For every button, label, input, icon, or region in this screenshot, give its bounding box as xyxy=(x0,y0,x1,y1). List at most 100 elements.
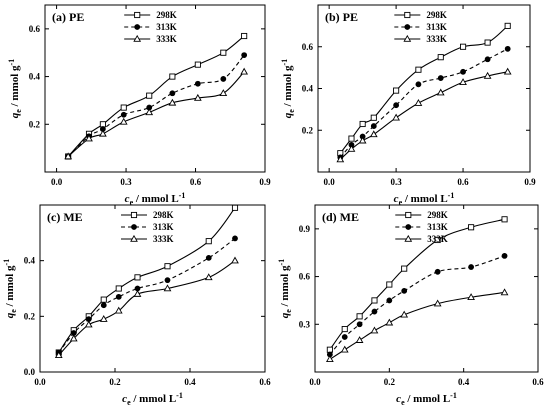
legend-label: 333K xyxy=(426,34,447,44)
legend-marker xyxy=(404,24,411,30)
series-333K xyxy=(336,67,512,163)
chart-panel-0: 0.0 0.3 0.6 0.90.20.40.6ce / mmol L-1qe / m… xyxy=(7,4,271,207)
y-axis-label-symbol: q xyxy=(4,312,16,318)
data-point xyxy=(484,39,491,46)
plot-frame xyxy=(44,4,266,173)
data-point xyxy=(219,89,228,97)
data-point xyxy=(386,297,393,304)
y-axis-label-subscript: e xyxy=(284,309,293,313)
x-axis-label-symbol: c xyxy=(125,193,130,205)
y-tick-label: 0.6 xyxy=(29,24,41,34)
data-point xyxy=(356,321,363,328)
data-point xyxy=(146,92,153,99)
chart-panel-3: 0.0 0.2 0.4 0.60.30.60.9ce / mmol L-1qe / m… xyxy=(277,204,544,407)
x-axis-label-subscript: e xyxy=(127,398,131,407)
series-line xyxy=(339,48,508,158)
panel-title: (b) PE xyxy=(325,10,358,24)
data-point xyxy=(460,68,466,75)
legend-label: 333K xyxy=(427,234,448,244)
data-point xyxy=(386,281,393,288)
data-point xyxy=(240,67,249,75)
series-line xyxy=(339,71,508,160)
data-point xyxy=(401,265,408,272)
y-tick-label: 0.4 xyxy=(24,256,36,266)
data-point xyxy=(371,308,378,315)
legend: 298K 313K 333K xyxy=(124,10,177,44)
data-point xyxy=(385,318,394,326)
data-point xyxy=(115,285,122,292)
legend-marker xyxy=(405,211,412,219)
data-point xyxy=(163,284,172,292)
data-point xyxy=(500,288,509,296)
series-313K xyxy=(326,252,508,358)
series-line xyxy=(339,25,509,154)
x-axis-label-superscript: -1 xyxy=(179,191,186,200)
data-point xyxy=(340,345,349,353)
legend-marker xyxy=(133,34,142,42)
data-point xyxy=(459,78,467,85)
x-tick-label: 0.9 xyxy=(259,177,271,187)
data-point xyxy=(358,136,367,144)
data-point xyxy=(325,355,334,363)
x-tick-label: 0.6 xyxy=(457,177,469,187)
x-tick-label: 0.0 xyxy=(324,177,336,187)
data-point xyxy=(468,224,475,231)
data-point xyxy=(501,252,508,259)
x-axis-label-units: / mmol L xyxy=(402,193,448,205)
y-tick-label: 0.4 xyxy=(29,72,41,82)
legend: 298K 313K 333K xyxy=(395,210,448,244)
series-line xyxy=(67,54,245,157)
data-point xyxy=(85,134,93,142)
y-axis-label-symbol: q xyxy=(279,312,291,318)
y-axis-label-superscript: -1 xyxy=(7,59,16,66)
x-axis-label-subscript: e xyxy=(399,198,403,207)
data-point xyxy=(400,310,409,318)
y-axis-label-symbol: q xyxy=(9,112,21,118)
y-axis-label-units: / mmol g xyxy=(282,65,294,109)
data-point xyxy=(241,52,248,58)
series-298K xyxy=(326,216,508,353)
legend-marker xyxy=(404,234,413,242)
x-axis-label: ce / mmol L-1 xyxy=(122,391,183,407)
series-333K xyxy=(325,288,509,363)
data-point xyxy=(348,135,355,142)
data-point xyxy=(231,204,239,211)
data-point xyxy=(347,144,356,152)
chart-panel-1: 0.0 0.3 0.6 0.90.20.40.6ce / mmol L-1qe / m… xyxy=(280,4,536,207)
y-axis-label-units: / mmol g xyxy=(279,265,291,309)
data-point xyxy=(133,289,142,297)
y-tick-label: 0.9 xyxy=(299,224,311,234)
data-point xyxy=(467,293,475,300)
data-point xyxy=(370,114,377,121)
series-line xyxy=(58,237,236,353)
legend-label: 313K xyxy=(156,22,177,32)
y-tick-label: 0.0 xyxy=(24,367,36,377)
data-point xyxy=(164,263,171,270)
data-point xyxy=(437,54,444,61)
legend: 298K 313K 333K xyxy=(394,10,447,44)
data-point xyxy=(415,81,422,88)
legend-marker xyxy=(134,11,141,19)
data-point xyxy=(371,297,378,304)
data-point xyxy=(393,87,400,94)
x-tick-label: 0.2 xyxy=(109,377,121,387)
legend-marker xyxy=(405,224,412,230)
y-axis-label-units: / mmol g xyxy=(9,65,21,109)
x-axis-label-units: / mmol L xyxy=(405,393,451,405)
y-axis-label-superscript: -1 xyxy=(280,59,289,66)
legend-marker xyxy=(134,24,141,30)
y-axis-label-superscript: -1 xyxy=(277,259,286,266)
data-point xyxy=(168,98,177,106)
x-tick-label: 0.3 xyxy=(390,177,402,187)
legend-label: 298K xyxy=(156,10,177,20)
data-point xyxy=(194,61,201,68)
data-point xyxy=(370,326,379,334)
series-line xyxy=(329,255,505,355)
series-313K xyxy=(55,235,238,356)
plot-frame xyxy=(39,204,266,373)
data-point xyxy=(341,334,348,340)
x-axis-label-subscript: e xyxy=(130,198,134,207)
data-point xyxy=(220,76,227,82)
legend-label: 313K xyxy=(153,222,174,232)
